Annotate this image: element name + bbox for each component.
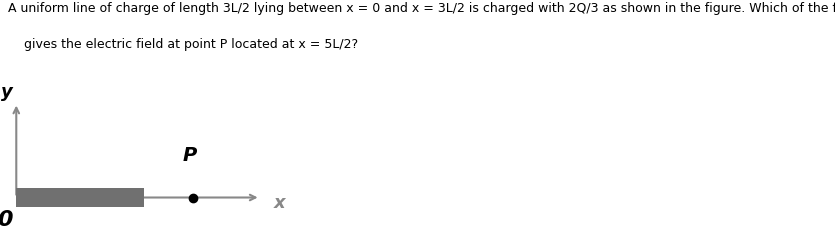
Text: A uniform line of charge of length 3L/2 lying between x = 0 and x = 3L/2 is char: A uniform line of charge of length 3L/2 … <box>8 2 835 15</box>
Text: 0: 0 <box>0 210 13 230</box>
Text: x: x <box>274 195 286 212</box>
Bar <box>17 188 144 207</box>
Text: P: P <box>183 146 197 165</box>
Text: y: y <box>1 83 13 101</box>
Text: gives the electric field at point P located at x = 5L/2?: gives the electric field at point P loca… <box>8 38 358 51</box>
